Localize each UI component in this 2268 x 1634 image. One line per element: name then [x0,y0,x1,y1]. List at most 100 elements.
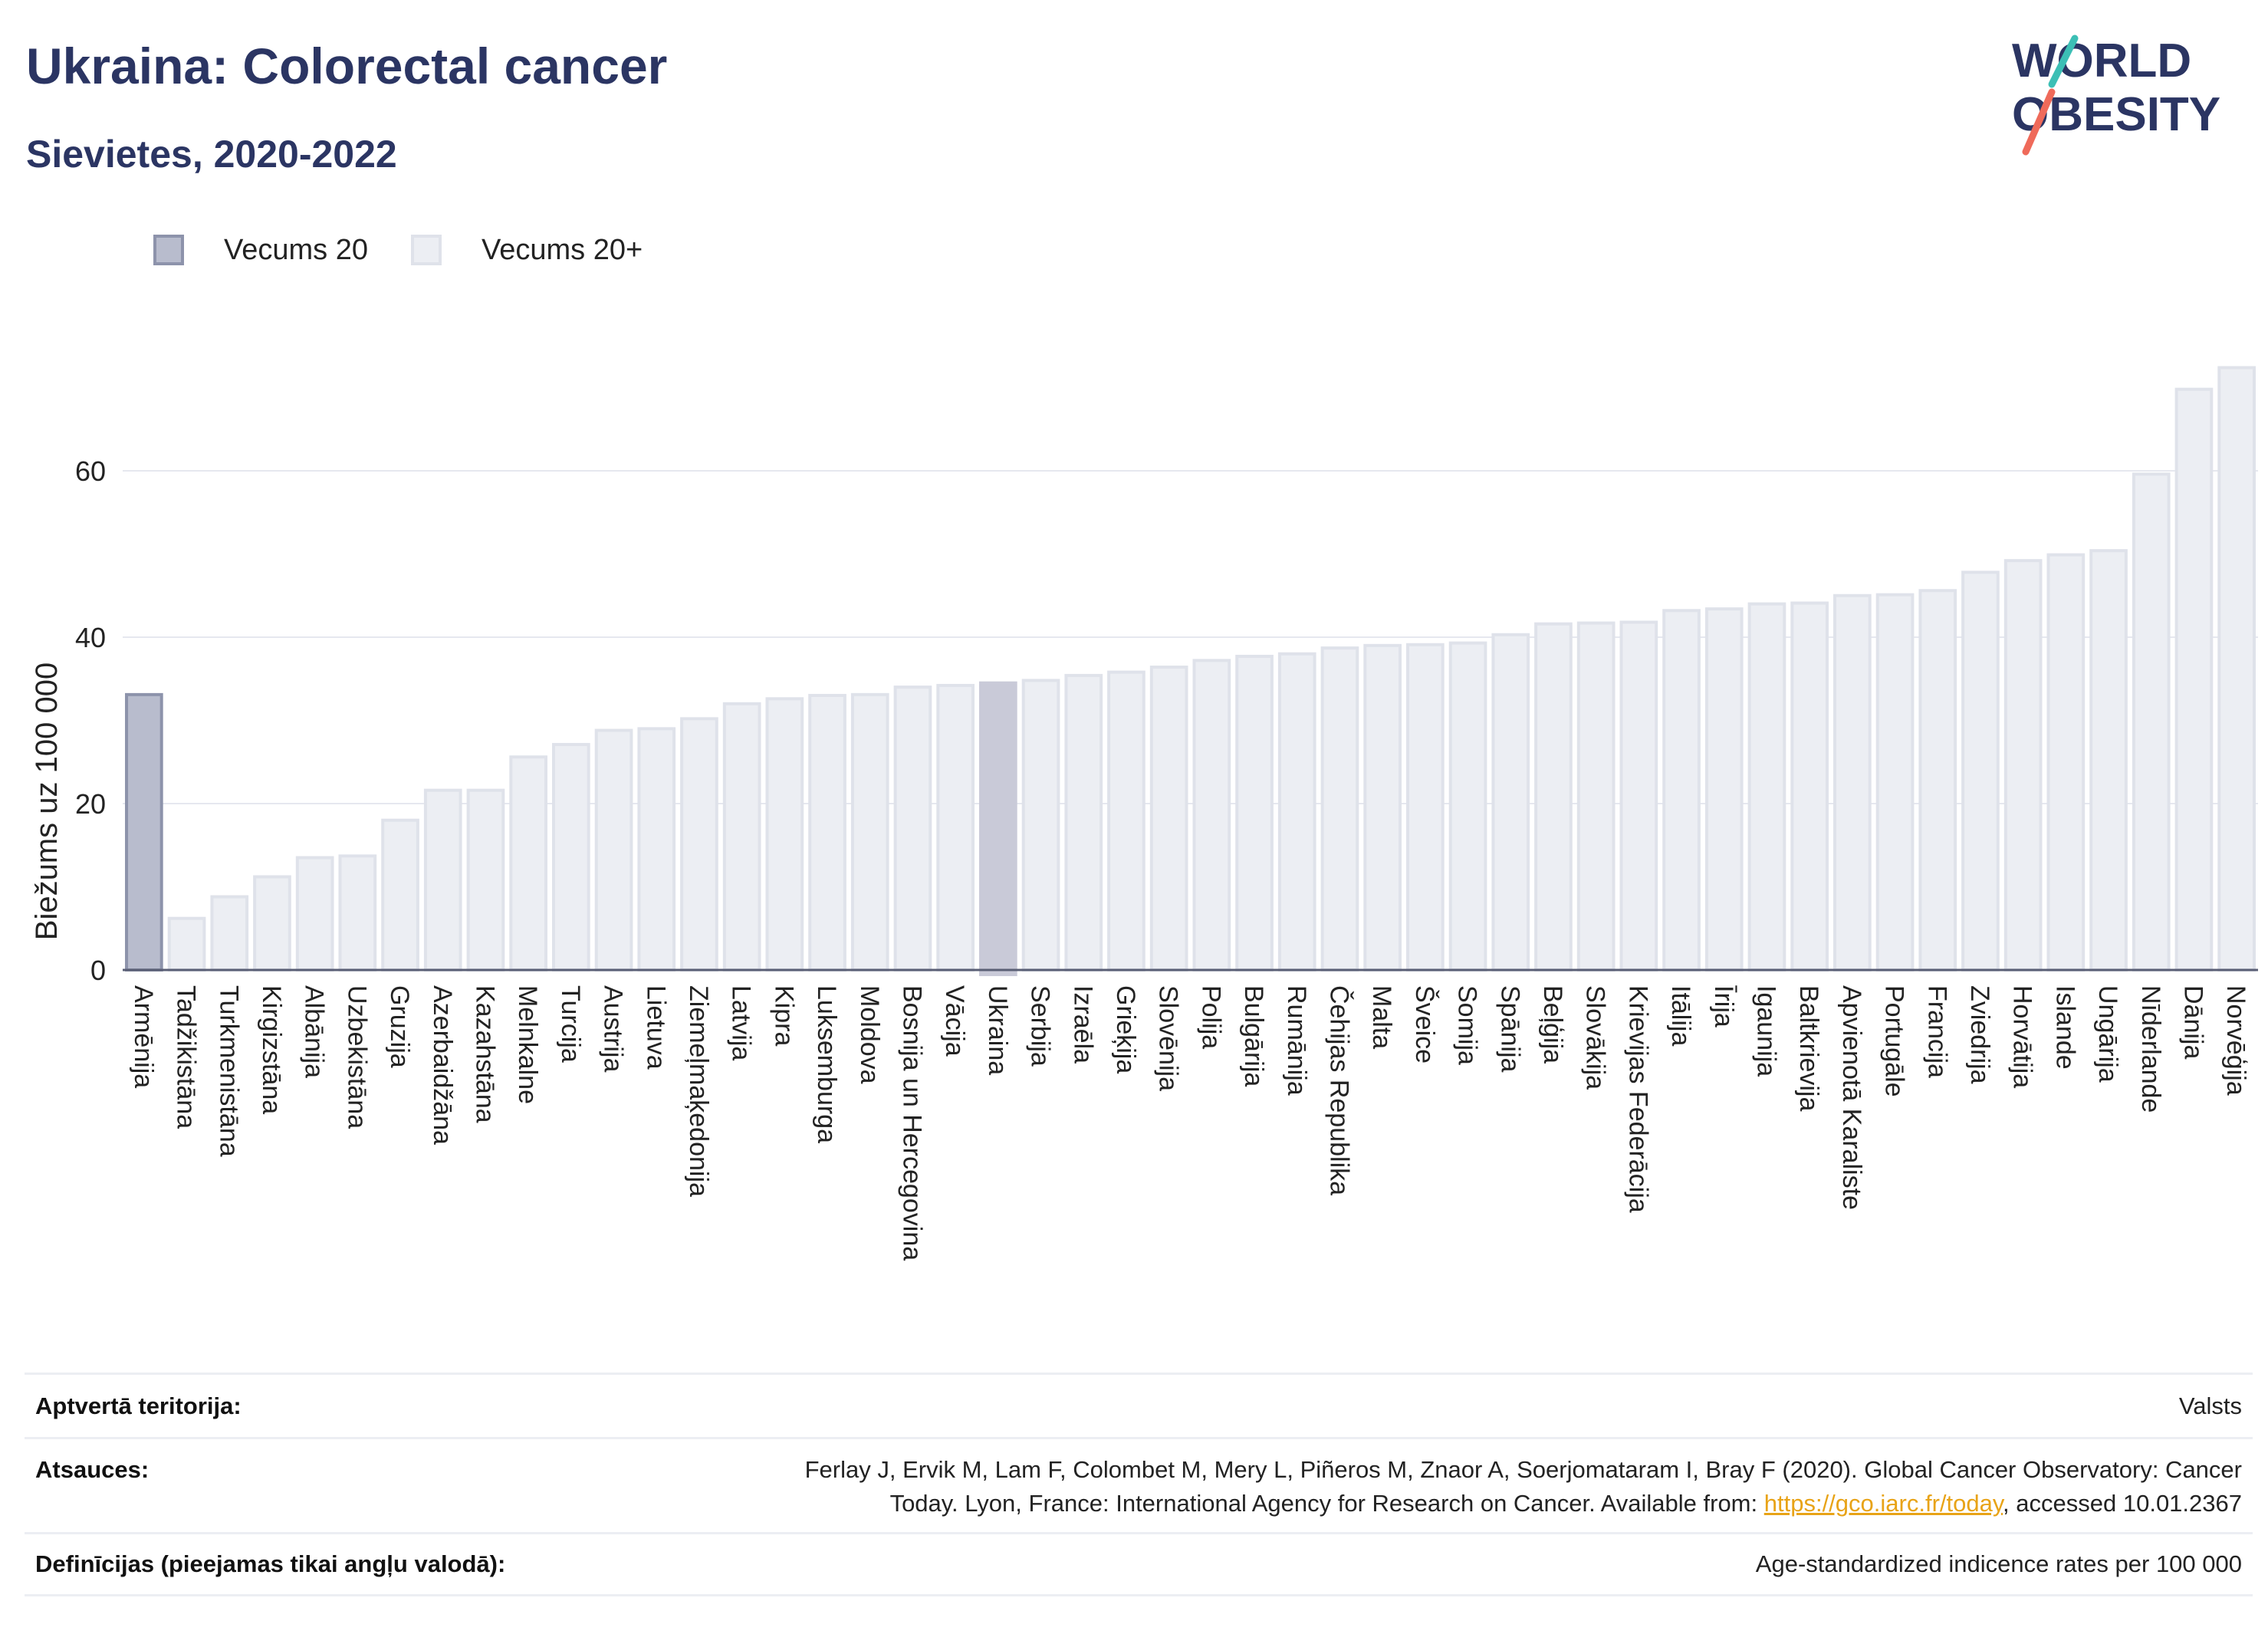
y-axis-title: Biežums uz 100 000 [30,662,64,940]
bar-7 [423,788,462,972]
x-tick-label-5: Uzbekistāna [342,985,371,1129]
bar-26 [1235,654,1274,972]
bar-33 [1534,622,1573,972]
x-tick-label-48: Dānija [2178,985,2207,1059]
bar-15 [765,697,804,972]
bar-41 [1875,593,1915,972]
footer-row-coverage: Aptvertā teritorija: Valsts [25,1373,2253,1437]
chart-footer: Aptvertā teritorija: Valsts Atsauces: Fe… [25,1373,2253,1596]
bar-3 [253,875,291,972]
bar-31 [1448,641,1487,972]
x-tick-label-19: Vācija [940,985,969,1057]
bar-44 [2003,559,2043,972]
bar-4 [295,856,334,972]
references-line2-before: Today. Lyon, France: International Agenc… [889,1490,1764,1517]
bar-23 [1107,670,1146,972]
references-line1: Ferlay J, Ervik M, Lam F, Colombet M, Me… [804,1456,2242,1483]
world-obesity-logo: WORLD OBESITY [2012,35,2220,156]
bar-18 [893,685,932,972]
coverage-value: Valsts [2178,1392,2242,1419]
bar-34 [1576,621,1616,972]
x-tick-label-22: Izraēla [1068,985,1097,1064]
bar-32 [1491,633,1530,972]
x-tick-label-2: Turkmenistāna [214,985,243,1157]
references-link[interactable]: https://gco.iarc.fr/today [1763,1490,2003,1517]
x-tick-label-33: Beļģija [1538,985,1567,1064]
bar-38 [1747,602,1786,972]
bar-13 [680,717,718,972]
x-tick-label-28: Čehijas Republika [1324,985,1353,1195]
page-subtitle: Sievietes, 2020-2022 [26,133,397,176]
x-tick-label-42: Francija [1922,985,1951,1078]
bar-37 [1704,607,1744,972]
x-tick-label-38: Igaunija [1751,985,1780,1077]
legend-swatch-age20 [153,235,184,265]
x-tick-label-23: Grieķija [1111,985,1140,1073]
x-tick-label-20: Ukraina [983,985,1012,1075]
x-tick-label-30: Šveice [1410,985,1439,1064]
bar-42 [1918,589,1957,972]
x-tick-label-49: Norvēģija [2221,985,2250,1096]
x-tick-label-10: Turcija [556,985,585,1063]
bar-0 [125,692,163,972]
legend-swatch-age20plus [411,235,442,265]
bar-48 [2174,387,2214,972]
bar-10 [552,742,590,972]
bar-19 [936,683,975,972]
chart-legend: Vecums 20 Vecums 20+ [153,228,685,271]
bar-40 [1833,593,1872,972]
x-tick-label-45: Islande [2050,985,2079,1070]
bar-49 [2217,366,2256,972]
logo-coral-stroke [2022,88,2056,156]
bar-8 [466,788,505,972]
x-tick-label-41: Portugāle [1880,985,1909,1097]
legend-item-age20plus[interactable]: Vecums 20+ [411,234,643,267]
x-tick-label-7: Azerbaidžāna [428,985,457,1145]
logo-line1: WORLD [2012,35,2191,87]
bar-1 [167,916,206,972]
x-tick-label-12: Lietuva [641,985,670,1070]
bar-24 [1149,666,1188,972]
legend-label-age20: Vecums 20 [224,233,368,266]
x-tick-label-29: Malta [1367,985,1396,1049]
x-tick-label-24: Slovēnija [1154,985,1183,1091]
x-tick-label-46: Ungārija [2093,985,2122,1083]
footer-row-definitions: Definīcijas (pieejamas tikai angļu valod… [25,1532,2253,1596]
x-tick-label-16: Luksemburga [812,985,841,1143]
x-tick-label-9: Melnkalne [513,985,542,1104]
references-label: Atsauces: [35,1456,150,1483]
bar-47 [2132,472,2171,972]
coverage-label: Aptvertā teritorija: [35,1392,242,1419]
legend-item-age20[interactable]: Vecums 20 [153,234,368,267]
bar-14 [722,702,761,972]
x-tick-label-31: Somija [1453,985,1482,1065]
x-tick-label-17: Moldova [855,985,884,1084]
x-tick-label-21: Serbija [1026,985,1055,1067]
bar-35 [1619,620,1658,972]
x-tick-label-32: Spānija [1495,985,1524,1073]
x-tick-label-44: Horvātija [2008,985,2037,1088]
bar-16 [808,693,846,972]
x-tick-label-0: Armēnija [129,985,158,1088]
x-tick-label-4: Albānija [300,985,329,1078]
x-tick-label-18: Bosnija un Hercegovina [897,985,926,1261]
bar-30 [1406,643,1445,972]
definitions-label: Definīcijas (pieejamas tikai angļu valod… [35,1550,506,1577]
bar-22 [1064,673,1103,972]
bar-2 [210,895,249,972]
x-tick-label-11: Austrija [599,985,628,1072]
bar-20 [979,681,1017,976]
references-value: Ferlay J, Ervik M, Lam F, Colombet M, Me… [805,1453,2253,1521]
x-tick-label-37: Īrija [1709,985,1738,1027]
bar-5 [338,854,377,972]
bar-chart: 0 20 40 60 Biežums uz 100 000 Armēnija Tadžiki… [30,366,2258,1261]
bar-27 [1277,652,1316,972]
y-tick-label-0: 0 [90,955,106,986]
bar-39 [1790,601,1829,972]
y-tick-label-40: 40 [75,622,106,653]
x-tick-label-27: Rumānija [1282,985,1311,1096]
bar-21 [1021,679,1060,972]
y-tick-label-60: 60 [75,455,106,487]
x-tick-label-25: Polija [1196,985,1225,1049]
x-tick-label-40: Apvienotā Karaliste [1837,985,1866,1210]
